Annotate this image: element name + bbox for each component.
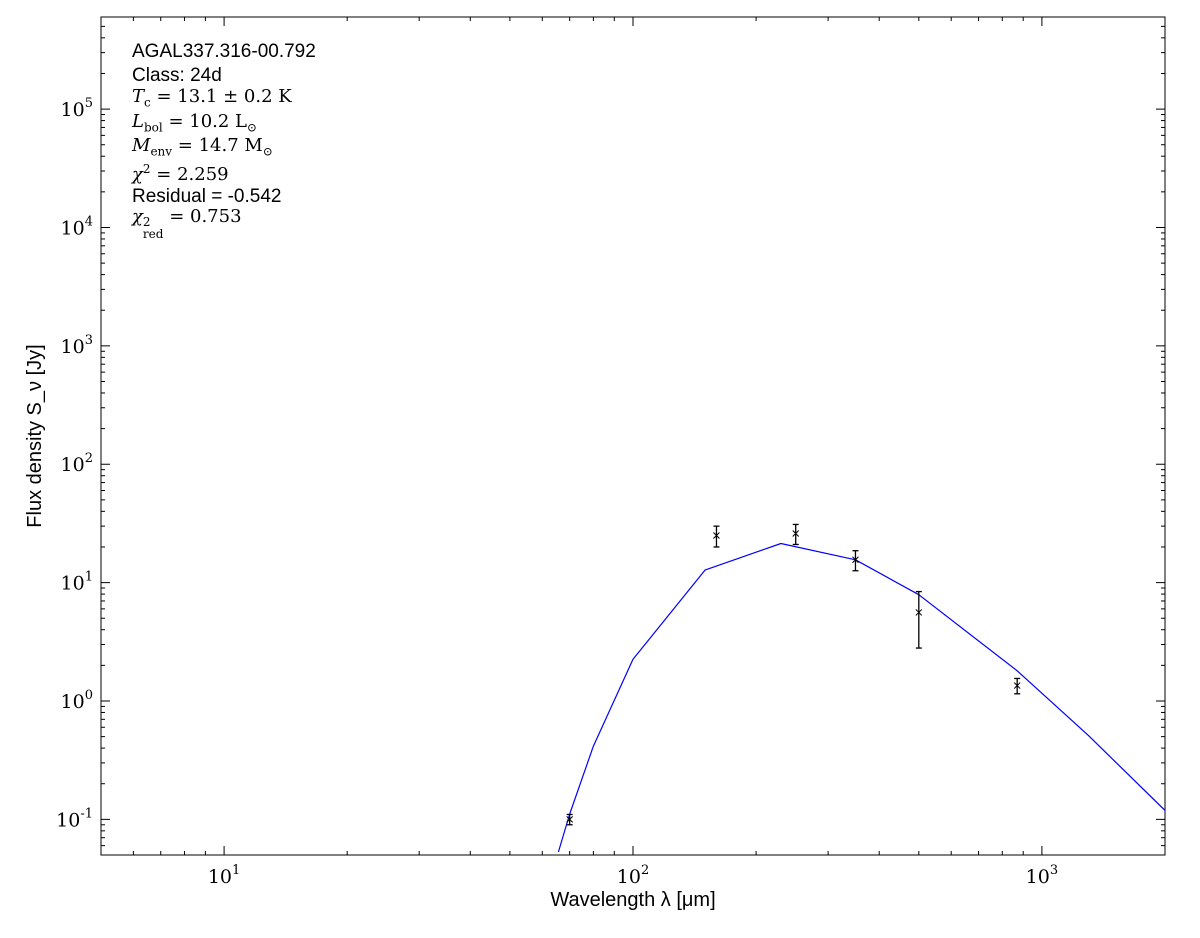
data-point [1013,682,1021,689]
x-tick-label: 101 [208,863,240,888]
y-tick-label: 102 [61,451,93,476]
data-point [566,816,574,823]
data-point [915,609,923,616]
model-curve [557,542,1165,853]
annotation-menv: Menv = 14.7 M⊙ [132,135,273,159]
y-tick-label: 104 [61,214,93,239]
data-point [792,530,800,537]
annotation-tc: Tc = 13.1 ± 0.2 K [132,86,292,110]
y-tick-label: 103 [61,333,93,358]
y-tick-label: 101 [61,570,93,595]
x-axis-label: Wavelength λ [μm] [550,889,715,911]
y-axis-label: Flux density S_ν [Jy] [24,344,46,527]
annotation-chi2red: χ 2 red = 0.753 [132,206,242,241]
annotation-class: Class: 24d [132,65,222,86]
y-tick-label: 105 [61,96,93,121]
annotation-lbol: Lbol = 10.2 L⊙ [132,111,258,135]
annotation-source: AGAL337.316-00.792 [132,41,316,62]
model-group [557,542,1165,853]
y-tick-label: 100 [61,688,93,713]
x-tick-label: 102 [617,863,649,888]
y-tick-label: 10-1 [56,806,93,831]
x-tick-label: 103 [1026,863,1058,888]
annotation-residual: Residual = -0.542 [132,186,282,207]
data-point [713,532,720,539]
annotation-chi2: χ2 = 2.259 [132,162,229,185]
data-point [852,556,859,564]
